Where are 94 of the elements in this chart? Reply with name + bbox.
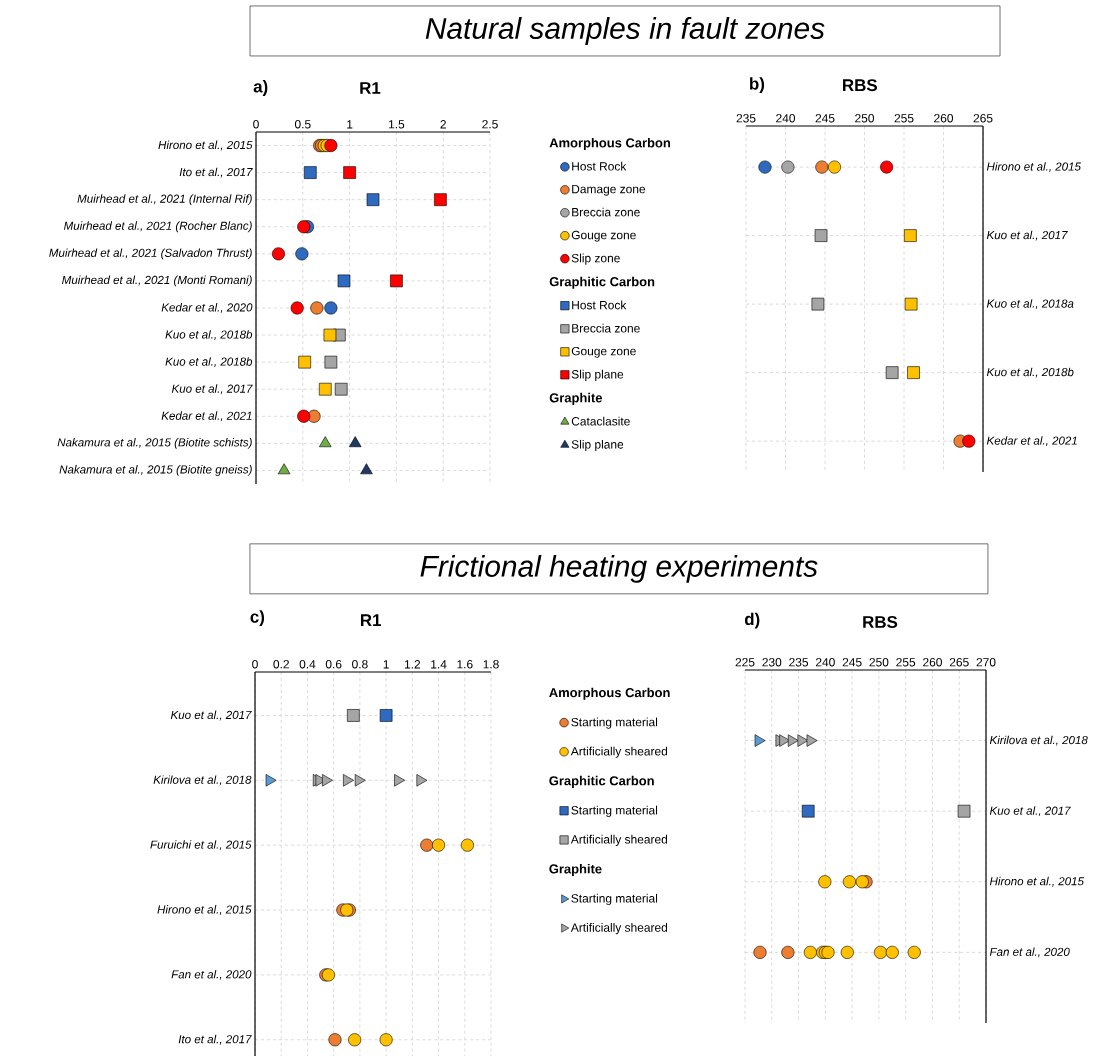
x-tick-label: 245: [815, 114, 835, 123]
text: Amorphous Carbon: [549, 137, 670, 150]
x-tick-label: 240: [815, 658, 835, 667]
text: Natural samples in fault zones: [425, 17, 825, 45]
legend-label: Damage zone: [572, 184, 646, 196]
y-tick-label: Kuo et al., 2017: [986, 230, 1068, 241]
text: Amorphous Carbon: [549, 687, 670, 700]
legend-label: Artificially sheared: [570, 923, 668, 935]
x-tick-label: 2: [440, 120, 446, 129]
text: c): [250, 610, 265, 627]
x-tick-label: 1.6: [457, 660, 473, 669]
legend-label: Host Rock: [572, 300, 627, 310]
text: Graphitic Carbon: [549, 276, 655, 289]
x-tick-label: 0.8: [352, 660, 368, 669]
legend-label: Slip zone: [571, 253, 620, 265]
y-tick-label: Kedar et al., 2021: [161, 411, 252, 422]
y-tick-label: Kirilova et al., 2018: [989, 735, 1088, 746]
x-tick-label: 0: [253, 120, 259, 129]
x-tick-label: 0: [252, 660, 258, 669]
x-tick-label: 240: [776, 114, 796, 123]
legend-label: Gouge zone: [571, 230, 636, 242]
y-tick-label: Ito et al., 2017: [178, 1034, 252, 1045]
y-tick-label: Muirhead et al., 2021 (Internal Rif): [77, 194, 252, 206]
text: d): [744, 612, 760, 629]
x-tick-label: 260: [934, 114, 954, 123]
y-tick-label: Nakamura et al., 2015 (Biotite gneiss): [59, 465, 252, 476]
x-tick-label: 250: [869, 658, 889, 667]
y-tick-label: Kuo et al., 2017: [170, 710, 252, 721]
x-tick-label: 0.2: [273, 660, 289, 669]
x-tick-label: 235: [736, 114, 756, 123]
y-tick-label: Kuo et al., 2018b: [986, 367, 1074, 378]
x-tick-label: 270: [976, 658, 996, 667]
x-tick-label: 1.8: [483, 660, 499, 669]
y-tick-label: Hirono et al., 2015: [158, 140, 253, 151]
x-tick-label: 1.5: [389, 120, 405, 129]
y-tick-label: Kuo et al., 2017: [171, 384, 253, 395]
x-tick-label: 255: [896, 658, 916, 667]
y-tick-label: Kedar et al., 2021: [986, 436, 1077, 447]
legend-label: Breccia zone: [572, 207, 640, 217]
y-tick-label: Hirono et al., 2015: [986, 162, 1081, 173]
legend-label: Gouge zone: [571, 346, 636, 358]
y-tick-label: Kuo et al., 2017: [989, 806, 1071, 817]
text: Graphite: [549, 863, 602, 877]
y-tick-label: Muirhead et al., 2021 (Rocher Blanc): [63, 221, 252, 233]
legend-label: Starting material: [571, 805, 658, 817]
x-tick-label: 265: [973, 114, 993, 123]
legend-label: Starting material: [571, 893, 658, 905]
legend-label: Starting material: [571, 717, 658, 729]
x-tick-label: 260: [923, 658, 942, 667]
y-tick-label: Hirono et al., 2015: [989, 876, 1084, 887]
text: a): [253, 80, 268, 96]
y-tick-label: Ito et al., 2017: [179, 167, 253, 178]
x-tick-label: 0.4: [299, 660, 316, 669]
x-tick-label: 230: [762, 658, 782, 667]
y-tick-label: Nakamura et al., 2015 (Biotite schists): [57, 437, 252, 449]
y-tick-label: Kuo et al., 2018b: [165, 330, 253, 340]
x-tick-label: 250: [855, 114, 875, 123]
legend-label: Host Rock: [572, 161, 627, 171]
x-axis-title: R1: [360, 82, 381, 94]
text: b): [750, 77, 765, 94]
y-tick-label: Kedar et al., 2020: [161, 303, 253, 313]
x-tick-label: 235: [789, 658, 809, 667]
x-tick-label: 1: [383, 660, 389, 669]
legend-label: Cataclasite: [571, 416, 630, 426]
x-tick-label: 225: [735, 658, 755, 667]
x-tick-label: 1.2: [404, 660, 421, 669]
x-tick-label: 0.6: [325, 660, 342, 669]
legend-label: Artificially sheared: [570, 834, 668, 846]
x-tick-label: 1: [347, 120, 353, 129]
text: Graphite: [549, 392, 603, 405]
y-tick-label: Hirono et al., 2015: [157, 905, 252, 915]
x-axis-title: RBS: [863, 615, 898, 628]
y-tick-label: Muirhead et al., 2021 (Salvadon Thrust): [49, 248, 252, 260]
x-tick-label: 2.5: [482, 120, 498, 129]
x-axis-title: RBS: [843, 79, 877, 92]
y-tick-label: Kuo et al., 2018b: [165, 357, 253, 368]
y-tick-label: Muirhead et al., 2021 (Monti Romani): [62, 275, 252, 287]
y-tick-label: Fan et al., 2020: [989, 947, 1070, 958]
x-tick-label: 255: [894, 114, 914, 123]
legend-label: Slip plane: [571, 369, 624, 381]
legend-label: Breccia zone: [572, 323, 640, 333]
legend-label: Artificially sheared: [570, 746, 668, 758]
text: Graphitic Carbon: [549, 775, 654, 788]
legend-label: Slip plane: [571, 439, 624, 452]
x-tick-label: 265: [949, 658, 969, 667]
y-tick-label: Kirilova et al., 2018: [153, 775, 252, 786]
x-tick-label: 0.5: [294, 120, 311, 129]
y-tick-label: Fan et al., 2020: [171, 969, 252, 980]
text: Frictional heating experiments: [420, 554, 818, 583]
x-tick-label: 245: [842, 658, 862, 667]
y-tick-label: Kuo et al., 2018a: [986, 299, 1074, 310]
y-tick-label: Furuichi et al., 2015: [150, 840, 252, 851]
x-tick-label: 1.4: [431, 660, 447, 669]
x-axis-title: R1: [360, 614, 382, 626]
